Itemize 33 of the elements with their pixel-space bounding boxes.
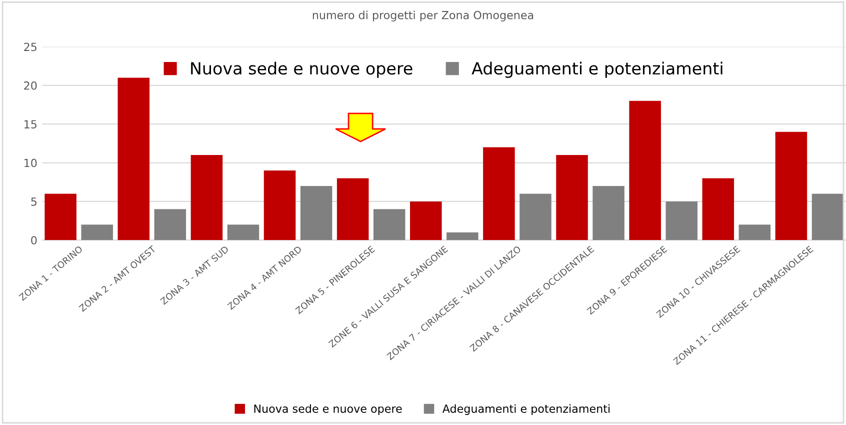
bar	[483, 147, 515, 240]
text: Adeguamenti e potenziamenti	[442, 404, 610, 415]
bar	[118, 78, 150, 240]
bar	[556, 155, 588, 240]
bar	[520, 194, 552, 240]
bar	[592, 186, 624, 240]
y-tick-label: 20	[24, 81, 37, 90]
bar	[373, 209, 406, 240]
y-tick-label: 0	[31, 236, 37, 245]
bar	[702, 178, 734, 240]
bar	[227, 224, 260, 240]
bar	[666, 201, 698, 240]
bar	[738, 224, 771, 240]
bar	[44, 194, 76, 240]
y-tick-label: 25	[24, 42, 36, 52]
bar	[264, 170, 296, 240]
legend-label: Nuova sede e nuove opere	[191, 62, 412, 78]
legend-label: Adeguamenti e potenziamenti	[472, 62, 722, 78]
bar	[629, 100, 661, 240]
bar	[81, 224, 113, 240]
chart-title: numero di progetti per Zona Omogenea	[312, 10, 534, 22]
bar	[154, 209, 186, 240]
bar	[446, 232, 478, 240]
y-tick-label: 5	[31, 198, 36, 206]
y-tick-label: 10	[24, 158, 37, 168]
bar	[300, 186, 332, 240]
bar	[410, 201, 442, 240]
bar	[775, 132, 808, 240]
bar	[336, 178, 369, 240]
bar	[190, 155, 223, 240]
y-tick-label: 15	[24, 120, 36, 128]
text: Nuova sede e nuove opere	[254, 404, 402, 415]
bar	[812, 194, 844, 240]
